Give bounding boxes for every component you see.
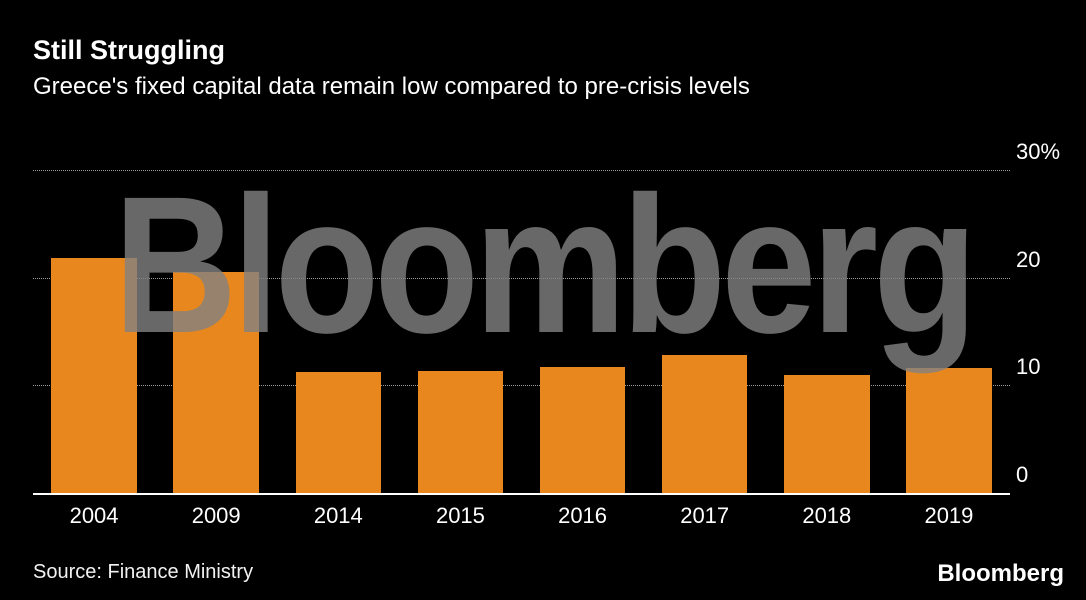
y-axis-label-10: 10 [1016, 354, 1041, 380]
y-axis-label-30: 30% [1016, 139, 1061, 164]
bar-slot [888, 170, 1010, 493]
x-axis-label: 2009 [191, 503, 241, 528]
bar-2009 [173, 272, 259, 493]
bar-slot [522, 170, 644, 493]
bar-slot [33, 170, 155, 493]
gridline-30 [33, 170, 1010, 171]
bar-2016 [539, 367, 626, 493]
y-axis-label-20: 20 [1016, 246, 1041, 272]
x-axis-label: 2019 [924, 503, 974, 528]
x-axis-label: 2016 [558, 503, 608, 528]
bar-slot [399, 170, 521, 493]
chart-subtitle: Greece's fixed capital data remain low c… [33, 73, 750, 100]
gridline-20 [33, 277, 1010, 279]
bar-2018 [784, 374, 870, 493]
plot-area [33, 170, 1010, 495]
bar-2014 [295, 372, 382, 493]
bar-slot [644, 170, 766, 493]
chart-title: Still Struggling [33, 35, 225, 65]
bar-2017 [661, 355, 748, 493]
bars-layer [33, 170, 1010, 493]
bar-slot [766, 170, 888, 493]
x-axis-labels: 2004 2009 2014 2015 2016 2017 2018 2019 [33, 503, 1010, 529]
x-axis-label: 2018 [802, 503, 852, 528]
source-label: Source: Finance Ministry [33, 561, 254, 583]
bar-2004 [51, 258, 137, 493]
x-axis-label: 2017 [680, 503, 730, 528]
bloomberg-logo: Bloomberg [937, 560, 1064, 587]
bar-2015 [417, 371, 504, 493]
bar-slot [277, 170, 399, 493]
x-axis-label: 2004 [69, 503, 119, 528]
y-axis-label-0: 0 [1016, 462, 1029, 487]
bar-2019 [906, 368, 992, 493]
bar-slot [155, 170, 277, 493]
gridline-10 [33, 385, 1010, 387]
x-axis-label: 2015 [435, 503, 485, 528]
x-axis-label: 2014 [313, 503, 363, 528]
